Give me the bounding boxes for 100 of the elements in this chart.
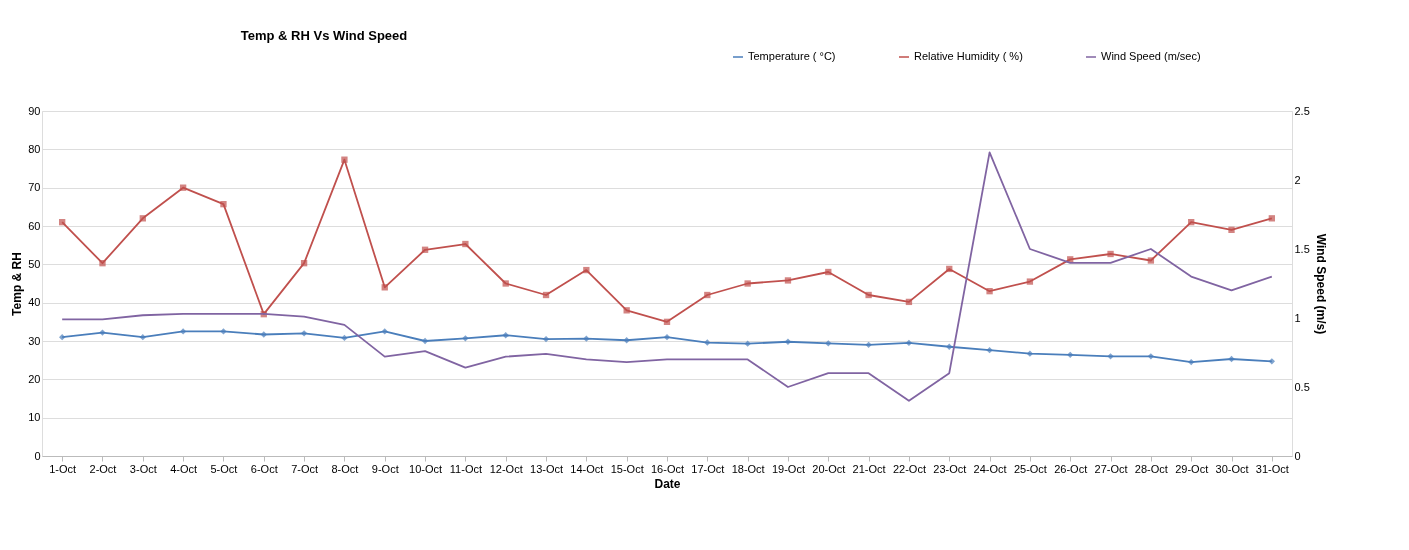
- point: [825, 268, 832, 276]
- point: [905, 339, 913, 347]
- x-tick-label: 10-Oct: [409, 462, 443, 475]
- point: [1147, 257, 1155, 264]
- x-tick-label: 22-Oct: [892, 462, 926, 475]
- point: [1228, 355, 1235, 363]
- legend-label: Relative Humidity ( %): [914, 50, 1023, 62]
- x-tick-label: 29-Oct: [1175, 462, 1209, 475]
- point: [542, 291, 550, 299]
- point: [542, 335, 550, 343]
- point: [300, 330, 308, 337]
- point: [381, 328, 388, 335]
- point: [59, 219, 66, 226]
- x-tick-label: 8-Oct: [331, 462, 359, 475]
- x-tick-label: 25-Oct: [1013, 462, 1047, 475]
- x-tick-label: 15-Oct: [610, 462, 644, 475]
- point: [825, 340, 832, 347]
- point: [1107, 353, 1114, 360]
- point: [139, 334, 146, 341]
- x-tick-label: 20-Oct: [812, 462, 846, 475]
- x-tick-label: 7-Oct: [291, 462, 319, 475]
- point: [663, 318, 671, 325]
- x-tick-label: 2-Oct: [89, 462, 117, 475]
- point: [1026, 278, 1034, 285]
- point: [704, 339, 711, 346]
- point: [220, 328, 227, 335]
- point: [300, 260, 308, 267]
- x-tick-label: 4-Oct: [170, 462, 198, 475]
- point: [220, 200, 227, 208]
- point: [99, 329, 106, 336]
- y-tick-label: 70: [28, 181, 41, 194]
- point: [381, 284, 388, 291]
- x-tick-label: 9-Oct: [371, 462, 399, 475]
- point: [784, 277, 792, 284]
- y-tick-label: 30: [28, 334, 41, 347]
- x-tick-label: 6-Oct: [250, 462, 278, 475]
- point: [663, 334, 671, 341]
- legend-label: Wind Speed (m/sec): [1101, 50, 1201, 62]
- point: [59, 334, 66, 341]
- point: [583, 335, 590, 342]
- y-tick-label: 90: [28, 104, 41, 117]
- point: [865, 341, 872, 348]
- point: [260, 331, 267, 338]
- point: [986, 347, 993, 354]
- x-axis-title: Date: [654, 476, 681, 491]
- point: [341, 334, 348, 342]
- x-tick-label: 17-Oct: [691, 462, 725, 475]
- y-tick-label: 50: [28, 257, 41, 270]
- point: [341, 156, 348, 163]
- point: [623, 307, 630, 314]
- x-tick-label: 3-Oct: [129, 462, 157, 475]
- point: [1026, 350, 1034, 357]
- x-tick-label: 31-Oct: [1255, 462, 1289, 475]
- chart-title: Temp & RH Vs Wind Speed: [240, 28, 408, 43]
- point: [462, 335, 469, 342]
- x-tick-label: 28-Oct: [1134, 462, 1168, 475]
- point: [1067, 351, 1074, 358]
- point: [986, 288, 993, 295]
- y-tick-label: 60: [28, 219, 41, 232]
- line-series: [61, 151, 1273, 402]
- point: [583, 266, 590, 274]
- x-tick-label: 21-Oct: [852, 462, 886, 475]
- y-tick-label: 80: [28, 142, 41, 155]
- x-tick-label: 1-Oct: [49, 462, 77, 475]
- point: [421, 337, 429, 345]
- x-tick-label: 16-Oct: [650, 462, 685, 475]
- point: [1268, 358, 1275, 365]
- y-tick-label: 10: [28, 411, 41, 424]
- x-tick-label: 13-Oct: [530, 462, 564, 475]
- y-tick-label: 0: [34, 449, 41, 462]
- y-tick-label: 20: [28, 372, 41, 385]
- point: [744, 340, 751, 347]
- x-tick-label: 30-Oct: [1215, 462, 1249, 475]
- point: [744, 280, 751, 287]
- point: [1228, 226, 1235, 233]
- y2-tick-label: 2: [1294, 173, 1301, 186]
- point: [704, 291, 711, 299]
- point: [462, 240, 469, 248]
- point: [946, 343, 953, 350]
- point: [99, 260, 106, 267]
- x-tick-label: 12-Oct: [489, 462, 523, 475]
- point: [179, 328, 187, 335]
- y2-tick-label: 0.5: [1294, 380, 1310, 393]
- point: [784, 338, 792, 345]
- y2-axis-title: Wind Speed (m/s): [1313, 233, 1328, 335]
- point: [1188, 358, 1195, 366]
- point: [502, 280, 509, 287]
- point: [1268, 215, 1275, 222]
- y2-tick-label: 1.5: [1294, 242, 1310, 255]
- y2-tick-label: 2.5: [1294, 104, 1310, 117]
- point: [502, 332, 509, 339]
- y2-tick-label: 1: [1294, 311, 1301, 324]
- y2-tick-label: 0: [1294, 449, 1301, 462]
- point: [1107, 250, 1114, 258]
- point: [139, 215, 146, 222]
- point: [946, 265, 953, 273]
- x-tick-label: 14-Oct: [570, 462, 604, 475]
- point: [1147, 353, 1155, 360]
- x-tick-label: 23-Oct: [933, 462, 967, 475]
- point: [421, 246, 429, 253]
